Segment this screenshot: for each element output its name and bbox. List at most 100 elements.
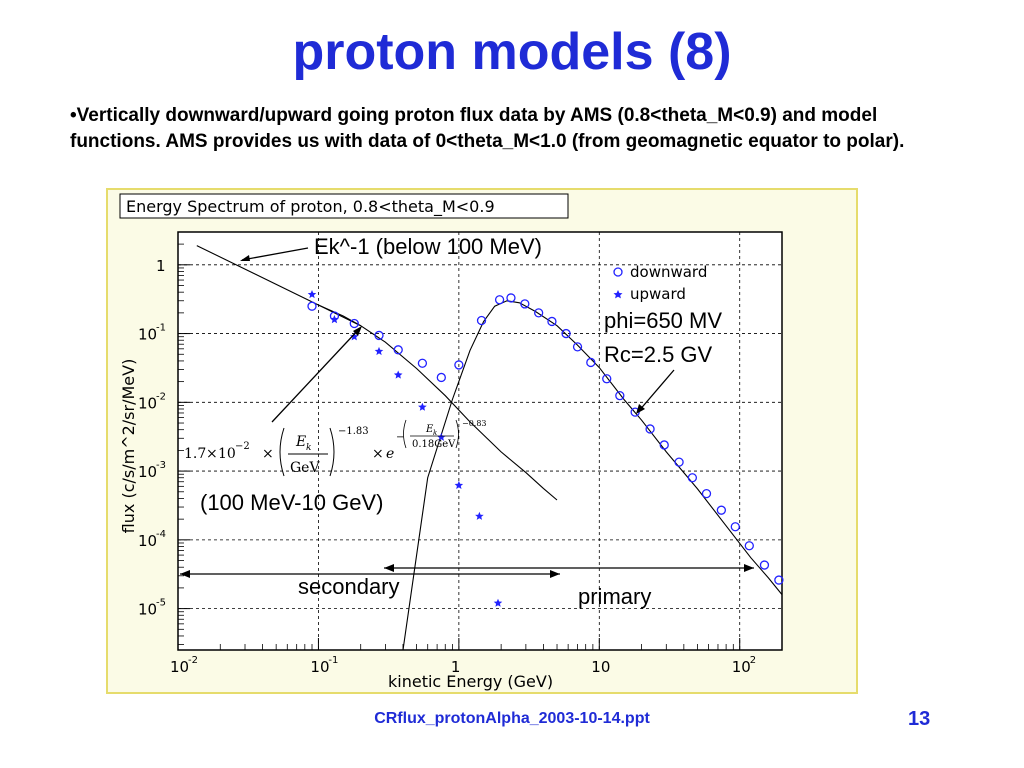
upward-point [307, 290, 317, 299]
arrow-phi-head [636, 404, 645, 414]
downward-point [520, 299, 530, 309]
formula-inner-paren-left [403, 419, 407, 449]
downward-point [602, 374, 612, 384]
y-tick-exponent: -4 [156, 529, 166, 540]
arrow-ek-line [241, 247, 309, 261]
upward-point [418, 402, 427, 411]
plot-area [177, 231, 783, 651]
downward-point [454, 360, 464, 370]
downward-point [615, 391, 625, 401]
downward-point [645, 424, 655, 434]
legend-label-downward: downward [630, 263, 707, 281]
y-tick-label: 10 [138, 601, 157, 619]
downward-point [393, 345, 403, 355]
downward-point [417, 358, 428, 368]
chart-figure: Energy Spectrum of proton, 0.8<theta_M<0… [106, 188, 858, 694]
annotation-mid: (100 MeV-10 GeV) [200, 490, 383, 515]
grid [177, 232, 782, 650]
y-tick-label: 1 [156, 257, 166, 275]
model-lines [196, 245, 783, 651]
primary-arrow-left [384, 564, 394, 572]
downward-point [436, 372, 446, 383]
secondary-arrow-right [550, 570, 560, 578]
formula-base: 10 [218, 446, 236, 462]
downward-point [716, 505, 727, 515]
footer-filename: CRflux_protonAlpha_2003-10-14.ppt [374, 710, 650, 727]
downward-point [534, 308, 544, 318]
downward-point [774, 575, 784, 585]
downward-point [374, 330, 384, 341]
annotation-phi: phi=650 MV [604, 308, 722, 333]
downward-point [586, 357, 596, 368]
secondary-arrow-left [180, 570, 190, 578]
annotation-ek: Ek^-1 (below 100 MeV) [314, 234, 542, 259]
formula-times-2: × [262, 446, 274, 462]
y-tick-label: 10 [138, 532, 157, 550]
model-line-1 [318, 304, 558, 501]
formula-e: e [386, 446, 394, 462]
downward-point [307, 301, 317, 311]
formula-inner-sub: k [433, 429, 437, 437]
downward-point [674, 457, 684, 467]
chart-title: Energy Spectrum of proton, 0.8<theta_M<0… [126, 197, 495, 217]
legend-marker-downward [613, 267, 623, 277]
annotation-secondary: secondary [298, 574, 400, 599]
downward-point [572, 342, 583, 352]
arrow-phi-line [637, 369, 675, 413]
downward-point [506, 293, 516, 303]
arrow-ek-head [240, 255, 250, 261]
upward-point [350, 332, 359, 341]
downward-point [759, 560, 770, 570]
legend: downward upward [613, 263, 707, 303]
upward-point [330, 315, 339, 324]
slide-bullet: •Vertically downward/upward going proton… [70, 105, 905, 152]
downward-point [730, 522, 740, 532]
y-tick-exponent: -1 [156, 323, 166, 334]
formula-minus: − [396, 432, 404, 443]
x-tick-label: 10 [310, 658, 329, 676]
downward-point [561, 328, 571, 339]
x-tick-label: 10 [732, 658, 751, 676]
formula-paren-right [329, 427, 335, 477]
upward-point [437, 432, 446, 441]
formula-num: E [295, 434, 306, 450]
model-line-2 [402, 300, 783, 651]
upward-point [393, 370, 403, 379]
formula-coefficient: 1.7 [184, 446, 206, 462]
y-tick-exponent: -3 [156, 460, 166, 471]
formula-times-1: × [206, 446, 218, 462]
model-formula: 1.7 × 10 −2 × E k GeV −1.83 × e − E k 0.… [184, 419, 487, 477]
primary-arrow-right [744, 564, 754, 572]
y-tick-label: 10 [138, 463, 157, 481]
formula-exp1: −1.83 [338, 426, 369, 437]
x-tick-label: 10 [591, 658, 610, 676]
upward-point [475, 511, 484, 520]
upward-point [374, 346, 384, 356]
slide-title: proton models (8) [292, 23, 732, 81]
upward-point [454, 480, 464, 489]
y-tick-label: 10 [138, 394, 157, 412]
x-tick-exponent: 2 [750, 655, 756, 666]
annotation-rc: Rc=2.5 GV [604, 342, 713, 367]
upward-point [493, 598, 503, 607]
y-tick-exponent: -2 [156, 391, 166, 402]
arrow-mid-line [271, 327, 361, 423]
formula-exp2: −0.83 [462, 419, 487, 428]
formula-times-3: × [372, 446, 384, 462]
downward-point [744, 541, 754, 551]
x-axis-label: kinetic Energy (GeV) [388, 672, 553, 691]
x-tick-label: 10 [170, 658, 189, 676]
x-tick-exponent: -1 [328, 655, 338, 666]
formula-paren-left [279, 427, 285, 477]
downward-point [547, 316, 557, 327]
downward-point [687, 473, 698, 483]
formula-den: GeV [290, 460, 320, 476]
formula-inner-num: E [425, 424, 434, 435]
formula-inner-paren-right [455, 419, 459, 449]
y-tick-label: 10 [138, 326, 157, 344]
chart-svg: Energy Spectrum of proton, 0.8<theta_M<0… [119, 193, 784, 691]
legend-label-upward: upward [630, 285, 686, 303]
x-tick-exponent: -2 [188, 655, 198, 666]
page-number: 13 [908, 708, 931, 730]
